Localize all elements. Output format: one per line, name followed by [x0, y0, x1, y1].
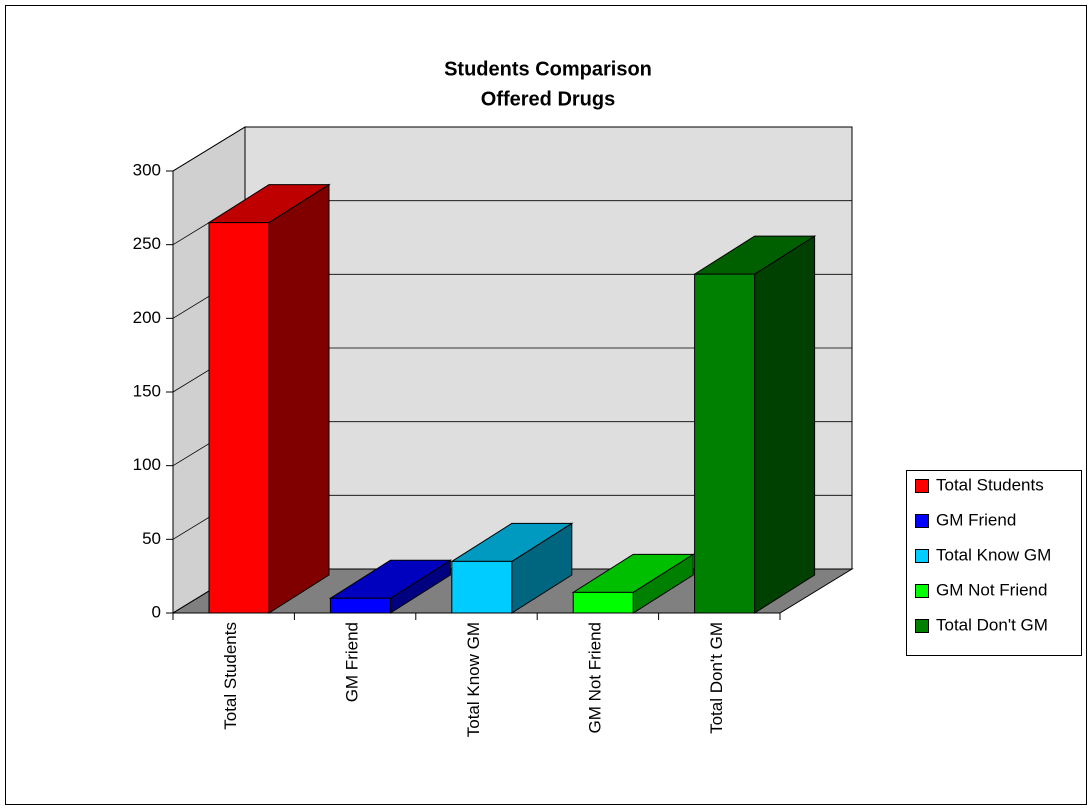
legend-swatch — [915, 619, 929, 633]
bar-front — [694, 273, 756, 614]
bar-side — [268, 183, 330, 614]
chart-title: Students Comparison — [444, 58, 652, 80]
bar-front — [451, 560, 513, 614]
y-tick-label: 0 — [152, 602, 161, 621]
y-tick-label: 200 — [133, 308, 161, 327]
legend-swatch — [915, 584, 929, 598]
bar — [207, 183, 331, 614]
bar — [571, 553, 695, 614]
x-tick-label: GM Friend — [343, 622, 362, 702]
bar-front — [572, 591, 634, 614]
x-tick-label: Total Don't GM — [707, 622, 726, 734]
x-tick-label: Total Students — [221, 622, 240, 730]
y-tick-label: 150 — [133, 381, 161, 400]
legend-swatch — [915, 479, 929, 493]
x-tick-label: GM Not Friend — [585, 622, 604, 733]
bar-side — [754, 235, 816, 614]
legend-label: Total Don't GM — [936, 615, 1048, 634]
bar-front — [329, 597, 391, 614]
legend-box — [906, 470, 1082, 656]
chart-title: Offered Drugs — [481, 88, 615, 110]
legend-swatch — [915, 514, 929, 528]
bar — [692, 235, 817, 614]
y-tick-label: 50 — [142, 529, 161, 548]
y-tick-label: 250 — [133, 234, 161, 253]
bar — [450, 522, 574, 614]
bar-front — [208, 222, 270, 614]
y-tick-label: 300 — [133, 160, 161, 179]
grid-line — [172, 126, 852, 172]
legend-label: Total Students — [936, 475, 1044, 494]
x-tick-label: Total Know GM — [464, 622, 483, 737]
legend-label: GM Friend — [936, 510, 1016, 529]
legend-swatch — [915, 549, 929, 563]
legend-label: Total Know GM — [936, 545, 1051, 564]
legend-label: GM Not Friend — [936, 580, 1047, 599]
bar — [328, 559, 453, 614]
y-tick-label: 100 — [133, 455, 161, 474]
